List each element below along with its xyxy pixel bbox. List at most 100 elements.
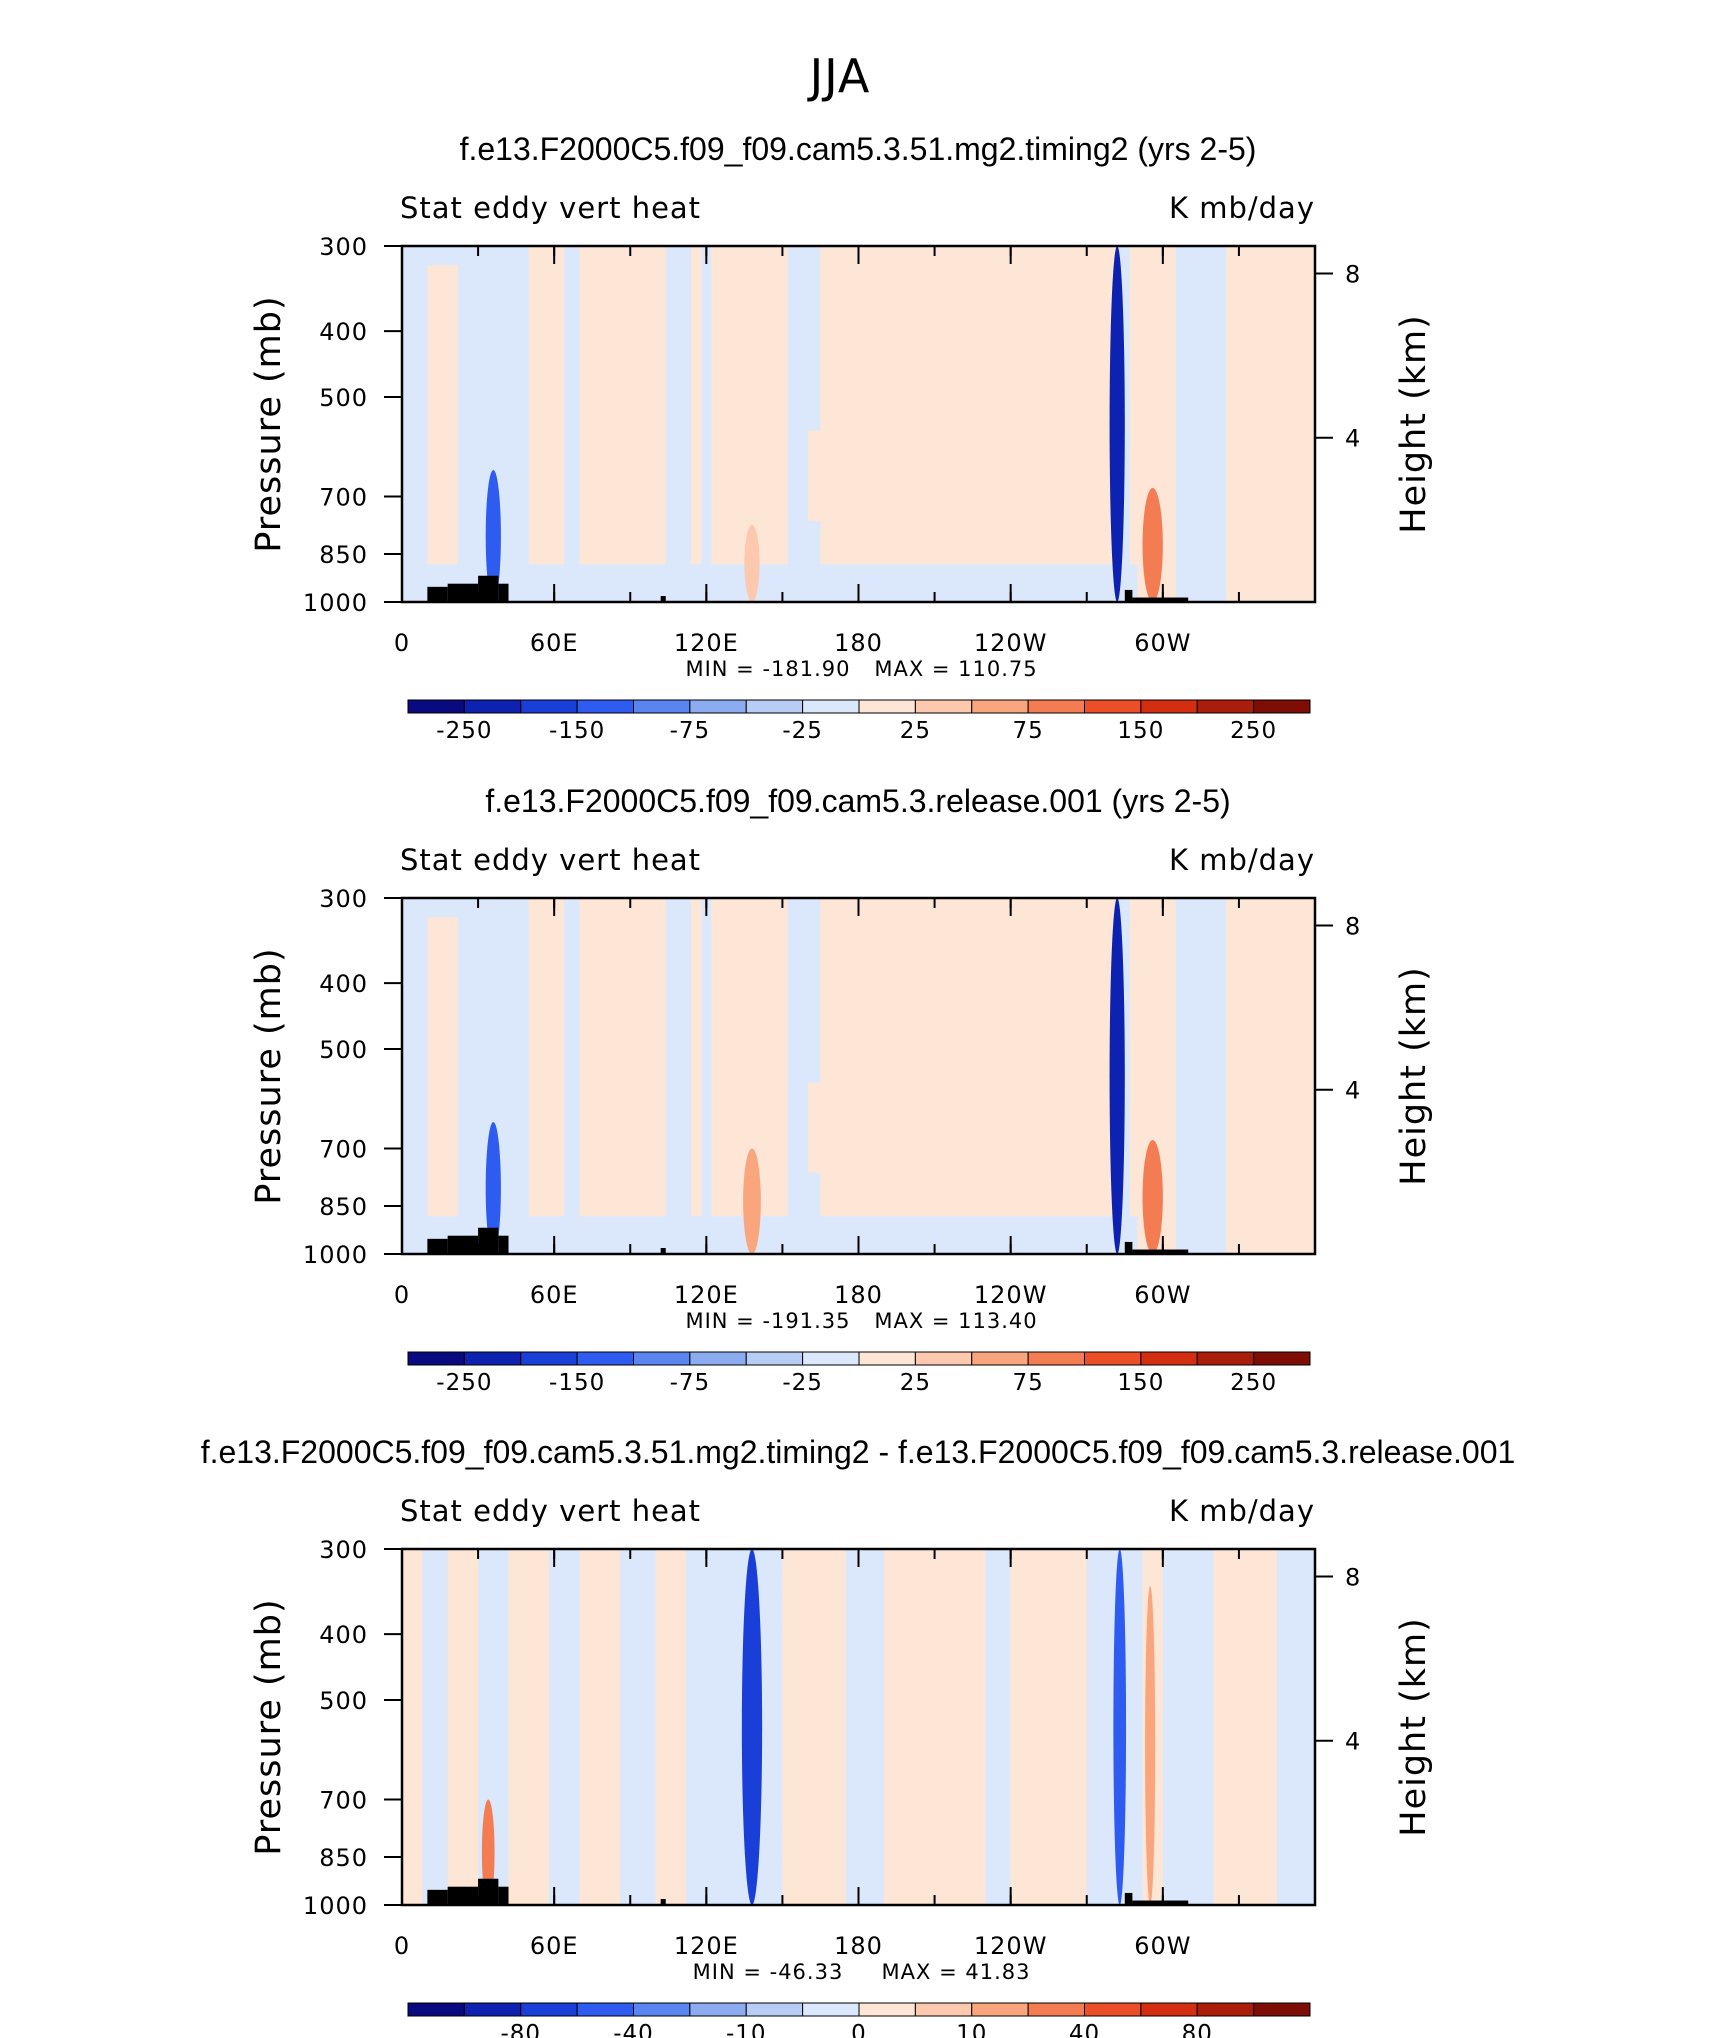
x-tick-label: 180 (834, 1281, 883, 1309)
contour-feature (1142, 1139, 1163, 1254)
y-tick-label: 400 (319, 970, 368, 998)
y-tick-label: 300 (319, 1536, 368, 1564)
height-tick-label: 8 (1345, 1563, 1361, 1591)
height-tick-label: 4 (1345, 1728, 1361, 1756)
contour-feature (1109, 246, 1125, 602)
y-tick-label: 1000 (303, 1892, 368, 1920)
colorbar-swatch (802, 1351, 860, 1366)
contour-feature (481, 1799, 495, 1905)
x-tick-label: 120E (674, 1281, 739, 1309)
colorbar-label: -40 (613, 2021, 654, 2038)
colorbar-swatch (858, 699, 916, 714)
x-tick-label: 120E (674, 1932, 739, 1960)
y-tick-label: 1000 (303, 1241, 368, 1269)
colorbar-swatch (1196, 699, 1255, 714)
pos-region (807, 430, 1092, 521)
colorbar-swatch (689, 1351, 747, 1366)
panel-1: f.e13.F2000C5.f09_f09.cam5.3.51.mg2.timi… (249, 131, 1434, 744)
y-tick-label: 500 (319, 1036, 368, 1064)
height-tick-label: 8 (1345, 260, 1361, 288)
colorbar-swatch (1140, 2002, 1198, 2017)
pos-region (655, 1549, 687, 1905)
colorbar-swatch (633, 1351, 691, 1366)
topography (478, 1227, 499, 1254)
pos-region (691, 246, 702, 602)
x-tick-label: 60E (530, 629, 579, 657)
colorbar-swatch (971, 2002, 1029, 2017)
topography (1124, 1241, 1133, 1254)
y-tick-label: 850 (319, 541, 368, 569)
colorbar-label: 0 (851, 2021, 867, 2038)
panel-2: f.e13.F2000C5.f09_f09.cam5.3.release.001… (249, 783, 1434, 1396)
colorbar-label: 40 (1069, 2021, 1100, 2038)
colorbar-swatch (407, 1351, 465, 1366)
x-tick-label: 120W (974, 1932, 1048, 1960)
pos-region (508, 1549, 550, 1905)
topography (1132, 1900, 1189, 1905)
colorbar-swatch (802, 699, 860, 714)
contour-feature (1145, 1586, 1156, 1905)
max-label: MAX = 110.75 (874, 657, 1037, 681)
min-label: MIN = -191.35 (685, 1309, 850, 1333)
colorbar-label: -75 (670, 1370, 711, 1396)
colorbar-swatch (1140, 699, 1198, 714)
colorbar-swatch (858, 1351, 916, 1366)
contour-feature (1109, 898, 1125, 1254)
contour-field (402, 898, 1315, 1254)
colorbar-swatch (576, 699, 634, 714)
colorbar-label: -25 (782, 718, 823, 744)
colorbar-label: 25 (900, 718, 931, 744)
y-tick-label: 1000 (303, 589, 368, 617)
panel-title: f.e13.F2000C5.f09_f09.cam5.3.51.mg2.timi… (201, 1434, 1516, 1470)
y-tick-label: 300 (319, 885, 368, 913)
contour-feature (485, 470, 501, 602)
left-string: Stat eddy vert heat (400, 843, 701, 877)
x-tick-label: 60W (1134, 1932, 1191, 1960)
topography (660, 596, 666, 602)
topography (498, 1235, 509, 1254)
pos-region (883, 1549, 986, 1905)
y-tick-label: 850 (319, 1193, 368, 1221)
y-tick-label: 500 (319, 384, 368, 412)
colorbar-swatch (1253, 1351, 1311, 1366)
y-tick-label: 700 (319, 1787, 368, 1815)
colorbar-label: 75 (1012, 718, 1043, 744)
topography (447, 583, 479, 602)
surface-neg-region (402, 1216, 1138, 1254)
right-axis-label: Height (km) (1394, 314, 1434, 534)
colorbar-swatch (1253, 2002, 1311, 2017)
topography (1132, 597, 1189, 602)
max-label: MAX = 113.40 (874, 1309, 1037, 1333)
colorbar-label: 250 (1230, 1370, 1277, 1396)
colorbar-swatch (633, 699, 691, 714)
pos-region (427, 917, 458, 1254)
height-tick-label: 4 (1345, 1077, 1361, 1105)
x-tick-label: 180 (834, 629, 883, 657)
colorbar-swatch (576, 2002, 634, 2017)
topography (498, 583, 509, 602)
y-tick-label: 400 (319, 318, 368, 346)
topography (427, 586, 448, 602)
colorbar-label: -250 (436, 1370, 492, 1396)
colorbar-swatch (463, 1351, 522, 1366)
y-tick-label: 500 (319, 1687, 368, 1715)
topography (478, 575, 499, 602)
colorbar-swatch (1196, 1351, 1255, 1366)
pos-region (820, 246, 1118, 602)
colorbar-swatch (858, 2002, 916, 2017)
height-tick-label: 4 (1345, 425, 1361, 453)
colorbar-swatch (1084, 2002, 1142, 2017)
colorbar-swatch (914, 2002, 973, 2017)
colorbar-swatch (1196, 2002, 1255, 2017)
pos-region (528, 898, 565, 1254)
colorbar-swatch (971, 699, 1029, 714)
pos-region (1010, 1549, 1087, 1905)
colorbar-swatch (914, 1351, 973, 1366)
colorbar-swatch (407, 699, 465, 714)
height-tick-label: 8 (1345, 912, 1361, 940)
colorbar-swatch (1027, 1351, 1085, 1366)
left-string: Stat eddy vert heat (400, 191, 701, 225)
y-tick-label: 700 (319, 1136, 368, 1164)
colorbar-swatch (576, 1351, 634, 1366)
